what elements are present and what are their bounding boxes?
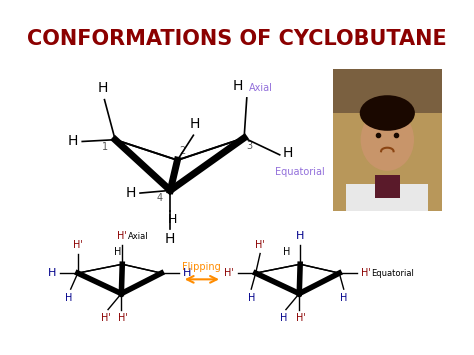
Text: 2: 2 xyxy=(179,146,185,156)
Text: H': H' xyxy=(118,231,127,241)
Text: H': H' xyxy=(296,313,306,323)
Bar xyxy=(333,69,442,113)
Text: H: H xyxy=(281,313,288,323)
Text: H: H xyxy=(233,80,243,93)
Text: 1: 1 xyxy=(102,142,108,152)
Text: H: H xyxy=(167,213,177,226)
Text: Equatorial: Equatorial xyxy=(371,269,414,278)
Ellipse shape xyxy=(360,95,415,131)
Text: H: H xyxy=(114,247,121,257)
Text: 4: 4 xyxy=(157,193,163,203)
Text: H': H' xyxy=(118,313,128,323)
Text: H: H xyxy=(67,135,78,148)
Bar xyxy=(333,69,442,211)
Text: H': H' xyxy=(73,240,83,250)
Text: Axial: Axial xyxy=(128,232,148,241)
Text: H: H xyxy=(283,247,291,257)
Text: H: H xyxy=(283,146,293,160)
Text: H: H xyxy=(340,293,347,303)
Bar xyxy=(346,184,428,211)
Text: H: H xyxy=(48,268,56,278)
Text: H': H' xyxy=(361,268,371,278)
Text: H: H xyxy=(247,293,255,303)
Text: H': H' xyxy=(255,240,265,250)
Text: H: H xyxy=(98,81,108,95)
Text: CONFORMATIONS OF CYCLOBUTANE: CONFORMATIONS OF CYCLOBUTANE xyxy=(27,29,447,49)
Text: H': H' xyxy=(101,313,111,323)
Text: H: H xyxy=(65,293,73,303)
Text: Flipping: Flipping xyxy=(182,262,221,272)
Text: H: H xyxy=(165,232,175,246)
Text: H': H' xyxy=(225,268,234,278)
Text: Equatorial: Equatorial xyxy=(275,167,325,177)
Text: H: H xyxy=(296,231,304,241)
Text: H: H xyxy=(183,268,191,278)
Text: Axial: Axial xyxy=(248,83,273,93)
Text: 3: 3 xyxy=(247,141,253,151)
Bar xyxy=(375,175,400,197)
Text: H: H xyxy=(190,117,201,131)
Text: H: H xyxy=(126,186,137,200)
Ellipse shape xyxy=(361,109,414,171)
